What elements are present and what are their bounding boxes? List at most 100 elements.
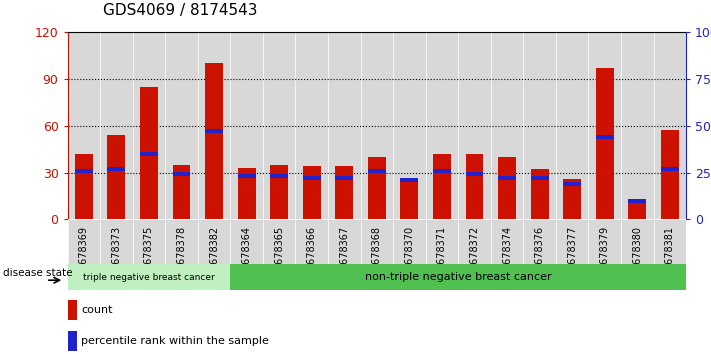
Text: GSM678380: GSM678380 — [632, 226, 642, 285]
Bar — [336, 166, 353, 219]
Bar — [198, 32, 230, 219]
FancyBboxPatch shape — [68, 264, 230, 290]
Text: disease state: disease state — [4, 268, 73, 278]
Bar — [100, 32, 133, 219]
Text: GSM678366: GSM678366 — [306, 226, 316, 285]
Bar — [165, 32, 198, 219]
Bar — [491, 32, 523, 219]
Bar — [563, 182, 581, 186]
Bar — [133, 32, 165, 219]
Text: GSM678375: GSM678375 — [144, 226, 154, 285]
Text: triple negative breast cancer: triple negative breast cancer — [83, 273, 215, 281]
Text: GSM678381: GSM678381 — [665, 226, 675, 285]
Bar — [237, 168, 255, 219]
Bar — [107, 167, 125, 171]
FancyBboxPatch shape — [198, 219, 230, 264]
Bar — [530, 176, 549, 180]
Bar — [68, 32, 100, 219]
Text: GSM678382: GSM678382 — [209, 226, 219, 285]
Bar — [400, 178, 418, 182]
FancyBboxPatch shape — [296, 219, 328, 264]
Text: GSM678373: GSM678373 — [112, 226, 122, 285]
Bar — [629, 201, 646, 219]
Text: GSM678365: GSM678365 — [274, 226, 284, 285]
FancyBboxPatch shape — [230, 264, 686, 290]
Bar — [589, 32, 621, 219]
Bar — [458, 32, 491, 219]
Bar — [393, 32, 426, 219]
FancyBboxPatch shape — [328, 219, 360, 264]
Text: GSM678371: GSM678371 — [437, 226, 447, 285]
Bar — [173, 172, 191, 176]
Bar — [498, 157, 516, 219]
Bar — [68, 331, 77, 351]
FancyBboxPatch shape — [523, 219, 556, 264]
Text: GDS4069 / 8174543: GDS4069 / 8174543 — [103, 3, 257, 18]
Text: GSM678374: GSM678374 — [502, 226, 512, 285]
Bar — [563, 179, 581, 219]
Bar — [433, 154, 451, 219]
Bar — [230, 32, 263, 219]
FancyBboxPatch shape — [556, 219, 589, 264]
Text: GSM678369: GSM678369 — [79, 226, 89, 285]
FancyBboxPatch shape — [263, 219, 296, 264]
Bar — [368, 169, 386, 173]
Bar — [498, 176, 516, 180]
Bar — [556, 32, 589, 219]
FancyBboxPatch shape — [393, 219, 426, 264]
Bar — [328, 32, 360, 219]
Bar — [400, 179, 418, 219]
Text: GSM678377: GSM678377 — [567, 226, 577, 285]
FancyBboxPatch shape — [360, 219, 393, 264]
Text: GSM678376: GSM678376 — [535, 226, 545, 285]
Bar — [466, 154, 483, 219]
Bar — [107, 135, 125, 219]
Bar — [173, 165, 191, 219]
Bar — [270, 175, 288, 178]
Bar — [140, 152, 158, 156]
Bar — [466, 172, 483, 176]
Text: non-triple negative breast cancer: non-triple negative breast cancer — [365, 272, 552, 282]
Bar — [661, 167, 679, 171]
Text: GSM678364: GSM678364 — [242, 226, 252, 285]
Bar — [303, 176, 321, 180]
Bar — [426, 32, 458, 219]
Bar — [629, 199, 646, 203]
Bar — [205, 129, 223, 133]
Bar — [661, 130, 679, 219]
Bar — [75, 154, 92, 219]
Text: GSM678368: GSM678368 — [372, 226, 382, 285]
FancyBboxPatch shape — [589, 219, 621, 264]
Bar — [270, 165, 288, 219]
Bar — [205, 63, 223, 219]
FancyBboxPatch shape — [621, 219, 653, 264]
FancyBboxPatch shape — [458, 219, 491, 264]
FancyBboxPatch shape — [426, 219, 458, 264]
FancyBboxPatch shape — [653, 219, 686, 264]
Text: GSM678370: GSM678370 — [405, 226, 415, 285]
Bar — [237, 175, 255, 178]
Bar — [433, 169, 451, 173]
Text: GSM678378: GSM678378 — [176, 226, 186, 285]
Text: GSM678367: GSM678367 — [339, 226, 349, 285]
FancyBboxPatch shape — [100, 219, 133, 264]
Text: GSM678379: GSM678379 — [599, 226, 610, 285]
Text: count: count — [82, 305, 113, 315]
Bar — [596, 68, 614, 219]
Bar — [368, 157, 386, 219]
Bar — [596, 135, 614, 139]
Bar — [530, 170, 549, 219]
Bar — [296, 32, 328, 219]
Bar — [75, 169, 92, 173]
Bar — [140, 87, 158, 219]
FancyBboxPatch shape — [491, 219, 523, 264]
FancyBboxPatch shape — [165, 219, 198, 264]
Bar — [621, 32, 653, 219]
Bar — [336, 176, 353, 180]
FancyBboxPatch shape — [133, 219, 165, 264]
Bar — [263, 32, 296, 219]
Text: GSM678372: GSM678372 — [469, 226, 479, 285]
Text: percentile rank within the sample: percentile rank within the sample — [82, 336, 269, 346]
Bar — [360, 32, 393, 219]
Bar — [303, 166, 321, 219]
